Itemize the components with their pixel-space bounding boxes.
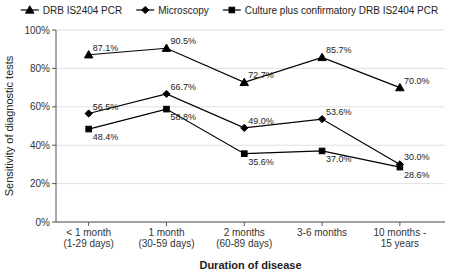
y-tick [52, 145, 56, 146]
x-tick-label: 3-6 months [297, 227, 347, 238]
data-label: 56.5% [93, 102, 119, 112]
y-tick [52, 30, 56, 31]
x-tick-label-line: (30-59 days) [138, 238, 194, 249]
x-tick-label-line: 1 month [148, 227, 184, 238]
data-label: 72.7% [248, 70, 274, 80]
data-labels: 87.1% 90.5% 72.7% 85.7% 70.0% 56.5% 66.7% 49.0%… [93, 36, 430, 180]
series-line [89, 94, 400, 164]
data-label: 70.0% [404, 76, 430, 86]
legend-label: Culture plus confirmatory DRB IS2404 PCR [245, 5, 438, 16]
point [241, 124, 248, 131]
y-tick-label: 20% [30, 178, 50, 189]
y-tick [52, 222, 56, 223]
point [85, 110, 92, 117]
x-tick-label-line: < 1 month [66, 227, 111, 238]
x-axis-label: Duration of disease [199, 259, 301, 271]
series-line [89, 109, 400, 167]
x-tick [399, 222, 400, 226]
y-tick-label: 60% [30, 101, 50, 112]
data-label: 48.4% [93, 132, 119, 142]
grid-line [56, 68, 445, 69]
data-label: 85.7% [326, 45, 352, 55]
legend-marker [229, 7, 235, 13]
legend-marker [26, 6, 34, 13]
data-label: 66.7% [170, 82, 196, 92]
point [240, 78, 248, 85]
chart: DRB IS2404 PCR Microscopy Culture plus con… [0, 0, 459, 274]
y-tick-label: 100% [24, 25, 50, 36]
point [241, 151, 247, 157]
data-label: 58.8% [170, 112, 196, 122]
data-label: 87.1% [93, 43, 119, 53]
x-tick [166, 222, 167, 226]
point [164, 106, 170, 112]
x-tick-label-line: 15 years [381, 238, 419, 249]
point [318, 115, 325, 122]
y-tick [52, 68, 56, 69]
legend-marker [142, 6, 149, 13]
data-label: 28.6% [404, 170, 430, 180]
x-tick-label-line: 3-6 months [297, 227, 347, 238]
x-tick-label-line: (60-89 days) [216, 238, 272, 249]
grid-line [56, 30, 445, 31]
data-label: 35.6% [248, 157, 274, 167]
data-label: 90.5% [170, 36, 196, 46]
y-tick [52, 183, 56, 184]
y-tick [52, 106, 56, 107]
y-axis [56, 30, 57, 222]
x-tick-label-line: (1-29 days) [63, 238, 114, 249]
x-tick-label: 10 months -15 years [373, 227, 426, 249]
x-tick-label: < 1 month(1-29 days) [63, 227, 114, 249]
legend-item: Culture plus confirmatory DRB IS2404 PCR [223, 5, 438, 16]
x-tick-label: 2 months(60-89 days) [216, 227, 272, 249]
y-tick-label: 40% [30, 140, 50, 151]
legend-item: Microscopy [136, 5, 209, 16]
point [84, 51, 92, 58]
series-line [89, 48, 400, 87]
axes: 0% 20% 40% 60% 80% 100% < 1 month(1-29 days) 1 … [24, 25, 445, 250]
legend-label: Microscopy [158, 5, 209, 16]
point [397, 164, 403, 170]
x-tick-label: 1 month(30-59 days) [138, 227, 194, 249]
grid-line [56, 222, 445, 223]
legend-label: DRB IS2404 PCR [43, 5, 122, 16]
y-tick-label: 80% [30, 63, 50, 74]
data-label: 49.0% [248, 116, 274, 126]
y-axis-label: Sensitivity of diagnostic tests [3, 55, 15, 196]
y-tick-label: 0% [36, 217, 51, 228]
point [162, 44, 170, 51]
x-tick-label-line: 2 months [224, 227, 265, 238]
grid [56, 30, 445, 222]
point [163, 90, 170, 97]
x-tick [322, 222, 323, 226]
plot-area [84, 44, 404, 170]
grid-line [56, 145, 445, 146]
grid-line [56, 183, 445, 184]
x-tick-label-line: 10 months - [373, 227, 426, 238]
x-axis [56, 222, 445, 223]
x-tick [244, 222, 245, 226]
data-label: 37.0% [326, 154, 352, 164]
data-label: 53.6% [326, 107, 352, 117]
x-tick [88, 222, 89, 226]
point [396, 83, 404, 90]
point [318, 53, 326, 60]
legend: DRB IS2404 PCR Microscopy Culture plus con… [21, 5, 438, 16]
legend-item: DRB IS2404 PCR [21, 5, 122, 16]
point [319, 148, 325, 154]
data-label: 30.0% [404, 152, 430, 162]
point [86, 126, 92, 132]
